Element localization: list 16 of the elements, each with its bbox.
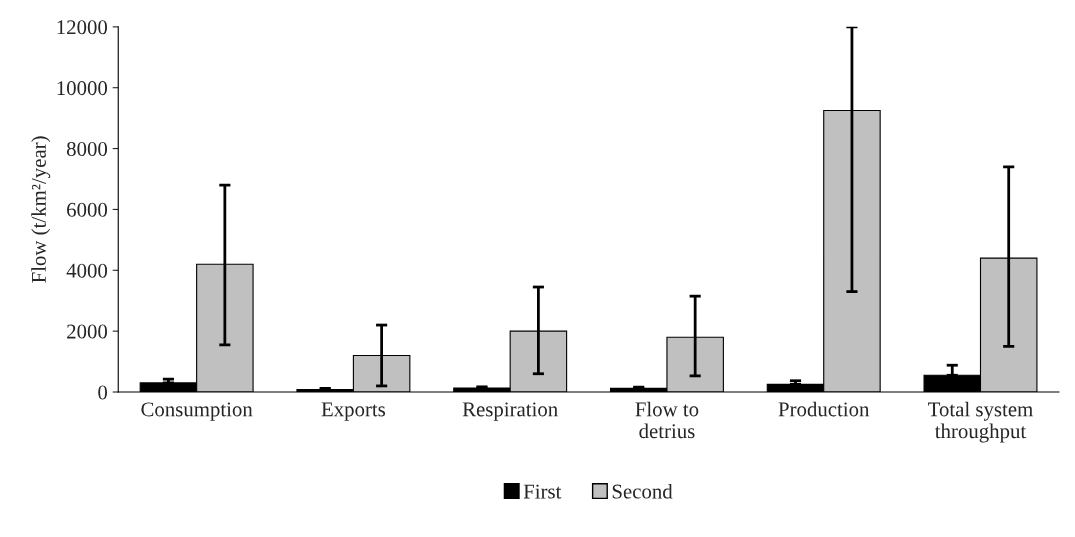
y-tick-label: 0 [98,385,108,400]
x-tick-label: Consumption [141,402,253,421]
y-tick-label: 2000 [67,324,108,339]
x-tick-label: Flow to detrius [635,401,699,439]
legend-label: First [523,484,562,499]
y-axis-title: Flow (t/km²/year) [31,136,51,283]
x-tick-label: Total system throughput [928,401,1033,443]
y-tick-label: 6000 [67,202,108,217]
x-tick-label: Production [778,401,870,417]
x-tick-label: Respiration [462,402,558,421]
y-tick-label: 4000 [66,263,108,278]
y-tick-label: 10000 [57,81,108,96]
legend-label: Second [612,483,673,499]
y-tick-label: 12000 [57,20,108,35]
y-tick-label: 8000 [66,141,108,156]
x-tick-label: Exports [321,402,386,421]
